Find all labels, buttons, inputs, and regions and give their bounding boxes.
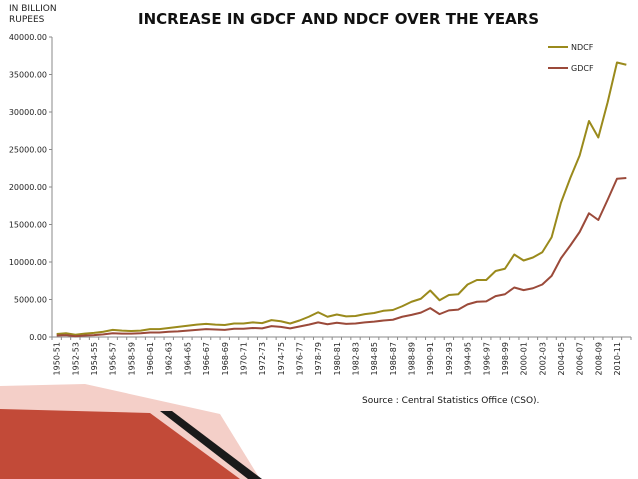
- y-tick-label: 10000.00: [9, 258, 47, 267]
- series-line-ndcf: [56, 61, 627, 336]
- x-tick-label: 1980-81: [333, 342, 342, 375]
- x-tick-label: 1956-57: [109, 342, 118, 375]
- x-tick-label: 1996-97: [482, 342, 491, 375]
- y-axis-ticks: 0.00 5000.00 10000.00 15000.00 20000.00 25000…: [9, 33, 52, 342]
- x-tick-label: 1974-75: [277, 342, 286, 375]
- x-tick-label: 1954-55: [90, 342, 99, 375]
- x-axis-ticks: 1950-51 1952-53 1954-55 1956-57 1958-59 1960-…: [51, 337, 632, 375]
- x-tick-label: 1984-85: [370, 342, 379, 375]
- x-tick-label: 1972-73: [258, 342, 267, 375]
- x-tick-label: 1998-99: [501, 342, 510, 375]
- y-tick-label: 5000.00: [14, 296, 47, 305]
- x-tick-label: 1978-79: [314, 342, 323, 375]
- x-tick-label: 2004-05: [557, 342, 566, 375]
- y-tick-label: 15000.00: [9, 221, 47, 230]
- x-tick-label: 1986-87: [389, 342, 398, 375]
- y-unit-label-line-1: IN BILLION: [9, 4, 57, 14]
- y-unit-label: IN BILLION RUPEES: [9, 4, 57, 26]
- x-tick-label: 1950-51: [53, 342, 62, 375]
- x-tick-label: 1988-89: [408, 342, 417, 375]
- chart-axes: [51, 37, 631, 338]
- y-tick-label: 30000.00: [9, 108, 47, 117]
- x-tick-label: 1964-65: [183, 342, 192, 375]
- x-tick-label: 2000-01: [520, 342, 529, 375]
- y-tick-label: 40000.00: [9, 33, 47, 42]
- chart-legend: NDCF GDCF: [548, 43, 594, 73]
- x-tick-label: 1990-91: [426, 342, 435, 375]
- x-tick-label: 1966-67: [202, 342, 211, 375]
- x-tick-label: 1982-83: [352, 342, 361, 375]
- x-tick-label: 2010-11: [613, 342, 622, 375]
- x-tick-label: 1958-59: [127, 342, 136, 375]
- y-unit-label-line-2: RUPEES: [9, 15, 45, 25]
- x-tick-label: 1962-63: [165, 342, 174, 375]
- y-tick-label: 35000.00: [9, 71, 47, 80]
- x-tick-label: 2008-09: [594, 342, 603, 375]
- y-tick-label: 0.00: [29, 333, 47, 342]
- legend-label-gdcf: GDCF: [571, 64, 594, 73]
- x-tick-label: 1970-71: [239, 342, 248, 375]
- chart-title: INCREASE IN GDCF AND NDCF OVER THE YEARS: [138, 10, 540, 28]
- x-tick-label: 1992-93: [445, 342, 454, 375]
- x-tick-label: 1960-61: [146, 342, 155, 375]
- x-tick-label: 2006-07: [576, 342, 585, 375]
- x-tick-label: 1952-53: [71, 342, 80, 375]
- x-tick-label: 1994-95: [464, 342, 473, 375]
- y-tick-label: 25000.00: [9, 146, 47, 155]
- x-tick-label: 1976-77: [295, 342, 304, 375]
- y-tick-label: 20000.00: [9, 183, 47, 192]
- x-tick-label: 1968-69: [221, 342, 230, 375]
- series-lines: [56, 61, 627, 338]
- footer-dark-stripe: [160, 411, 262, 479]
- source-note: Source : Central Statistics Office (CSO)…: [362, 396, 540, 406]
- x-tick-label: 2002-03: [538, 342, 547, 375]
- footer-red-band: [0, 409, 240, 479]
- legend-label-ndcf: NDCF: [571, 43, 594, 52]
- series-line-gdcf: [56, 177, 627, 338]
